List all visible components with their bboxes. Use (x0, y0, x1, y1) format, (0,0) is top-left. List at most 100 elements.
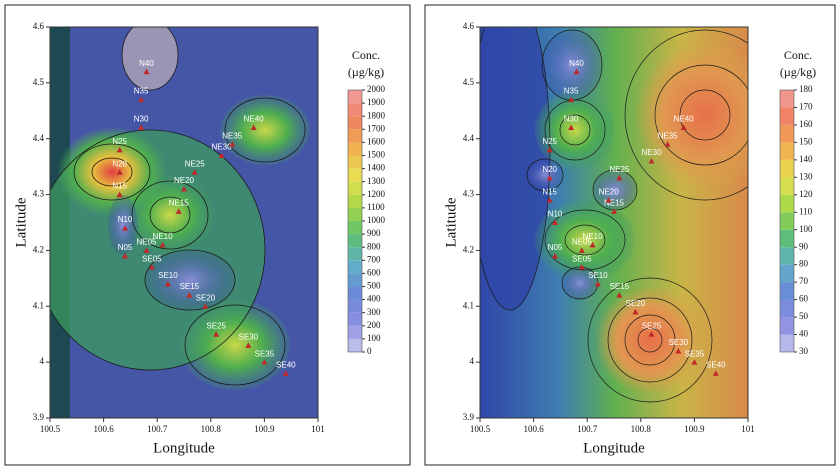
colorbar-tick-label: 900 (367, 228, 381, 238)
y-tick-label: 4.4 (463, 133, 475, 143)
station-marker (648, 331, 655, 337)
colorbar-bin (348, 221, 362, 235)
station-label: NE25 (609, 165, 630, 174)
y-tick-label: 4.2 (33, 244, 44, 254)
station-marker (116, 146, 123, 153)
station-label: N20 (542, 165, 557, 174)
x-tick-label: 100.9 (684, 424, 705, 434)
colorbar-tick-label: 200 (367, 320, 381, 330)
y-tick-label: 4.3 (463, 189, 475, 199)
colorbar-bin (780, 247, 794, 265)
x-tick-label: 100.7 (147, 424, 168, 434)
colorbar-bin (780, 317, 794, 335)
colorbar-bin (348, 312, 362, 326)
colorbar-tick-label: 2000 (367, 84, 386, 94)
colorbar-tick-label: 40 (799, 329, 809, 339)
colorbar-tick-label: 1400 (367, 163, 386, 173)
station-marker (594, 280, 601, 287)
station-label: NE35 (658, 131, 679, 140)
station-label: NE20 (174, 176, 195, 185)
station-label: NE30 (212, 143, 233, 152)
plot-frame (49, 26, 319, 419)
colorbar-bin (348, 90, 362, 104)
colorbar-tick-label: 1500 (367, 150, 386, 160)
colorbar-bin (348, 116, 362, 130)
colorbar-bin (780, 159, 794, 178)
colorbar-tick-label: 130 (799, 171, 813, 181)
station-label: NE05 (572, 238, 593, 247)
y-axis-title: Latitude (443, 197, 459, 247)
colorbar-tick-label: 90 (799, 241, 809, 251)
colorbar-bin (348, 247, 362, 261)
station-marker (546, 174, 553, 181)
station-label: NE10 (153, 232, 174, 241)
contour-fill (50, 27, 318, 418)
y-tick-label: 4.6 (463, 21, 475, 31)
station-label: NE20 (599, 187, 620, 196)
station-marker (605, 197, 612, 203)
colorbar-bin (780, 334, 794, 352)
station-marker (568, 96, 575, 103)
y-tick-label: 3.9 (33, 412, 45, 422)
station-label: SE05 (572, 254, 592, 263)
station-label: SE15 (180, 282, 200, 291)
colorbar-tick-label: 60 (799, 294, 809, 304)
x-tick-label: 100.6 (523, 424, 544, 434)
x-tick-label: 101 (311, 424, 325, 434)
station-marker (138, 124, 145, 131)
station-marker (691, 359, 698, 365)
colorbar-tick-label: 180 (799, 84, 813, 94)
station-marker (143, 247, 150, 253)
station-marker (552, 219, 559, 225)
station-label: N20 (112, 159, 127, 168)
colorbar-bin (780, 107, 794, 125)
station-label: NE15 (604, 198, 625, 207)
station-label: SE25 (642, 321, 662, 330)
colorbar-bin (780, 142, 794, 160)
station-marker (191, 169, 198, 175)
station-marker (122, 225, 129, 231)
station-marker (186, 292, 193, 298)
station-label: NE25 (185, 159, 206, 168)
y-tick-label: 4.5 (33, 77, 45, 87)
y-tick-label: 4.4 (33, 133, 45, 143)
station-marker (546, 197, 553, 203)
station-marker (664, 141, 671, 147)
y-tick-label: 4 (40, 356, 45, 366)
colorbar-bin (348, 273, 362, 287)
station-label: N10 (118, 215, 133, 224)
station-label: SE25 (206, 321, 226, 330)
colorbar-tick-label: 80 (799, 259, 809, 269)
station-label: N25 (542, 137, 557, 146)
colorbar-tick-label: 140 (799, 154, 813, 164)
station-marker (680, 124, 687, 131)
station-label: N10 (548, 210, 563, 219)
y-tick-label: 4 (470, 356, 475, 366)
station-marker (589, 241, 596, 248)
colorbar-bin (780, 229, 794, 248)
station-label: N15 (112, 182, 127, 191)
colorbar-tick-label: 1700 (367, 123, 386, 133)
station-marker (202, 303, 209, 309)
station-label: N15 (542, 187, 557, 196)
colorbar-title: (µg/kg) (780, 65, 816, 79)
station-marker (159, 241, 166, 248)
station-marker (143, 68, 150, 75)
station-marker (546, 146, 553, 153)
colorbar-tick-label: 1600 (367, 136, 386, 146)
colorbar-bin (348, 142, 362, 156)
station-marker (573, 68, 580, 75)
colorbar-tick-label: 1900 (367, 97, 386, 107)
station-marker (616, 292, 623, 298)
colorbar-title: Conc. (352, 48, 380, 62)
y-tick-label: 4.1 (463, 300, 474, 310)
x-tick-label: 100.8 (201, 424, 222, 434)
colorbar-bin (780, 177, 794, 195)
station-label: NE35 (222, 131, 243, 140)
station-label: SE10 (588, 271, 608, 280)
colorbar-bin (780, 282, 794, 300)
station-marker (213, 331, 220, 337)
station-marker (648, 158, 655, 164)
x-tick-label: 100.5 (470, 424, 491, 434)
y-tick-label: 4.5 (463, 77, 475, 87)
